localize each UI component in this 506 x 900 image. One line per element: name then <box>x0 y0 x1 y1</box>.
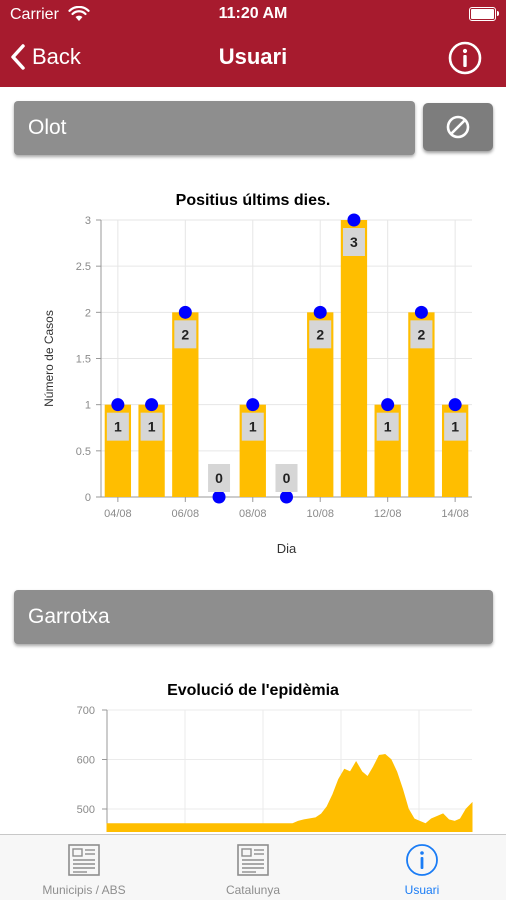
data-label: 1 <box>384 419 392 435</box>
y-tick-label: 700 <box>77 705 95 717</box>
data-point <box>145 398 159 412</box>
tab-usuari[interactable]: Usuari <box>338 835 506 900</box>
x-tick-label: 12/08 <box>374 508 402 520</box>
newspaper-icon <box>237 844 269 876</box>
data-point <box>414 305 428 319</box>
data-label-box <box>309 320 332 349</box>
y-tick-label: 3 <box>85 215 91 227</box>
y-tick-label: 500 <box>77 804 95 816</box>
data-label: 2 <box>418 326 426 342</box>
region-selector[interactable]: Garrotxa <box>14 590 493 644</box>
data-label: 0 <box>215 470 223 486</box>
data-label-box <box>106 412 129 441</box>
chevron-left-icon <box>11 44 25 70</box>
data-point <box>280 490 293 504</box>
tab-bar: Municipis / ABS Catalunya Usuari <box>0 834 506 900</box>
data-label: 1 <box>451 419 459 435</box>
y-tick-label: 2.5 <box>76 261 91 273</box>
tab-catalunya-label: Catalunya <box>225 883 281 897</box>
info-icon <box>406 844 438 876</box>
data-label-box <box>174 320 197 349</box>
data-label: 2 <box>316 326 324 342</box>
x-tick-label: 06/08 <box>172 508 200 520</box>
data-label-box <box>342 228 365 256</box>
municipality-name: Olot <box>28 116 67 139</box>
tab-usuari-label: Usuari <box>404 883 440 897</box>
data-label: 0 <box>283 470 291 486</box>
y-tick-label: 0 <box>85 492 91 504</box>
data-point <box>212 490 226 504</box>
epidemic-evolution-chart: 700600500onfirmats <box>77 705 473 832</box>
prohibited-icon <box>446 115 470 139</box>
clock: 11:20 AM <box>218 5 288 22</box>
chart1-title: Positius últims dies. <box>175 192 331 209</box>
data-point <box>178 305 192 319</box>
x-tick-label: 04/08 <box>104 508 132 520</box>
carrier-label: Carrier <box>10 6 59 23</box>
bar <box>340 220 368 497</box>
region-name: Garrotxa <box>28 605 110 628</box>
clear-selection-button[interactable] <box>423 103 493 151</box>
y-tick-label: 2 <box>85 307 91 319</box>
x-tick-label: 08/08 <box>239 508 267 520</box>
data-point <box>313 305 327 319</box>
data-label: 2 <box>181 326 189 342</box>
data-label-box <box>208 464 231 492</box>
data-label: 1 <box>114 419 122 435</box>
data-point <box>111 398 125 412</box>
battery-icon <box>469 7 499 21</box>
data-point <box>246 398 260 412</box>
back-label: Back <box>32 44 81 69</box>
data-label-box <box>410 320 433 349</box>
data-label-box <box>376 412 399 441</box>
data-label-box <box>275 464 298 492</box>
y-tick-label: 1 <box>85 400 91 412</box>
data-label: 1 <box>148 419 156 435</box>
navigation-header: Carrier 11:20 AM Back Usuari <box>0 0 506 87</box>
y-tick-label: 1.5 <box>76 354 91 366</box>
tab-catalunya[interactable]: Catalunya <box>169 835 337 900</box>
data-label-box <box>444 412 467 441</box>
data-point <box>347 213 361 227</box>
data-point <box>381 398 395 412</box>
x-tick-label: 14/08 <box>441 508 469 520</box>
status-bar: Carrier 11:20 AM <box>0 0 506 30</box>
data-label-box <box>140 412 163 441</box>
y-tick-label: 0.5 <box>76 446 91 458</box>
info-button[interactable] <box>448 41 482 75</box>
tab-municipis-label: Municipis / ABS <box>42 883 126 897</box>
y-tick-label: 600 <box>77 755 95 767</box>
data-label: 1 <box>249 419 257 435</box>
chart2-title: Evolució de l'epidèmia <box>167 682 339 699</box>
x-tick-label: 10/08 <box>306 508 334 520</box>
positives-chart: 0 0.5 1 1.5 2 2.5 3 04/08 06/08 08/08 10/08 12/08 14… <box>42 213 472 556</box>
data-point <box>448 398 462 412</box>
y-axis-title: Número de Casos <box>42 310 56 407</box>
municipality-selector[interactable]: Olot <box>14 101 415 155</box>
data-label: 3 <box>350 234 358 250</box>
newspaper-icon <box>68 844 100 876</box>
wifi-icon <box>68 6 90 21</box>
x-axis-title: Dia <box>277 541 297 556</box>
page-title: Usuari <box>218 44 288 69</box>
back-button[interactable]: Back <box>10 40 81 74</box>
area-series <box>106 753 473 832</box>
scroll-content[interactable]: Olot Positius últims dies. 0 0.5 1 1.5 2 2.5 3… <box>0 87 506 834</box>
data-label-box <box>241 412 264 441</box>
tab-municipis[interactable]: Municipis / ABS <box>0 835 168 900</box>
